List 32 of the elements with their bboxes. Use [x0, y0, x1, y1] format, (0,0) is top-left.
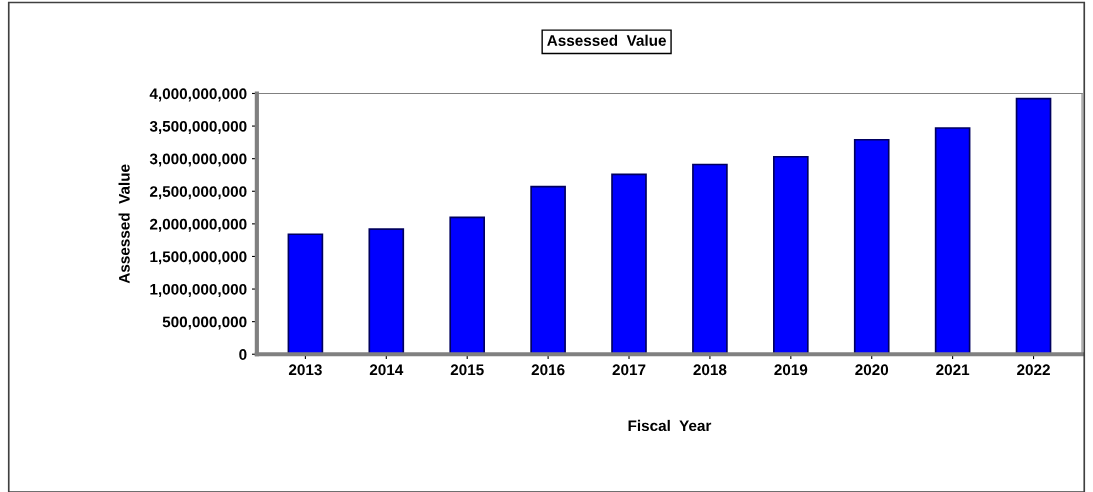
x-tick-label: 2016 — [531, 364, 565, 376]
chart-title: Assessed Value — [547, 34, 666, 46]
bar — [1015, 97, 1052, 355]
y-tick-label: 500,000,000 — [162, 316, 247, 330]
x-tick-label: 2021 — [936, 364, 970, 376]
y-tick-label: 1,500,000,000 — [150, 251, 247, 265]
bar — [692, 163, 728, 355]
y-tick-label: 0 — [239, 349, 247, 360]
x-tick-label: 2022 — [1017, 364, 1050, 376]
y-tick-label: 2,500,000,000 — [149, 186, 247, 200]
y-tick-label: 2,000,000,000 — [149, 218, 247, 232]
y-tick-label: 3,000,000,000 — [149, 153, 247, 167]
x-tick-label: 2018 — [693, 364, 727, 376]
bar — [772, 155, 809, 355]
bar — [368, 228, 405, 355]
x-tick-label: 2020 — [855, 364, 889, 376]
y-tick-label: 1,000,000,000 — [150, 283, 247, 297]
bar — [449, 216, 486, 355]
x-axis-title: Fiscal Year — [628, 419, 712, 432]
bar — [853, 138, 890, 355]
bar — [287, 233, 324, 355]
x-tick-label: 2014 — [369, 364, 404, 376]
y-tick-label: 4,000,000,000 — [149, 88, 247, 102]
bar — [934, 127, 971, 355]
x-tick-label: 2019 — [774, 364, 808, 376]
x-tick-label: 2013 — [288, 364, 322, 376]
bar — [530, 185, 566, 355]
y-axis-title: Assessed Value — [118, 164, 130, 284]
x-tick-label: 2017 — [612, 364, 646, 376]
bar — [611, 173, 647, 355]
y-tick-label: 3,500,000,000 — [149, 120, 247, 134]
x-tick-label: 2015 — [450, 364, 484, 376]
